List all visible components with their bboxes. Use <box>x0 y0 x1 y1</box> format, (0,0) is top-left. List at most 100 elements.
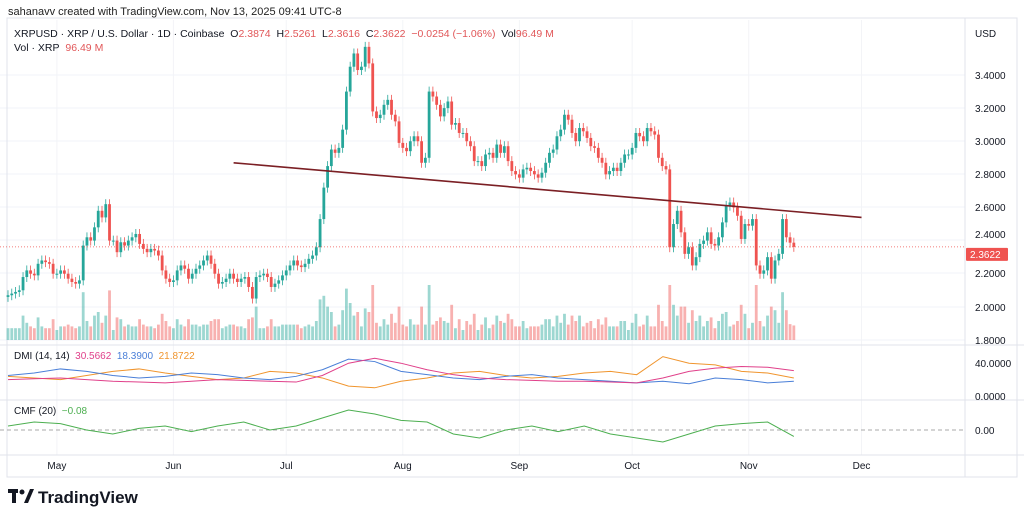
volume-bar <box>484 317 487 340</box>
volume-bar <box>89 326 93 340</box>
volume-bar <box>480 324 484 340</box>
volume-bar <box>713 328 717 340</box>
candle <box>724 205 728 223</box>
volume-bar <box>472 313 476 340</box>
volume-bar <box>179 324 183 340</box>
candle <box>123 242 126 246</box>
volume-label[interactable]: Vol · XRP <box>14 42 60 54</box>
candle <box>660 157 664 167</box>
volume-bar <box>615 326 619 340</box>
candle <box>408 141 412 152</box>
volume-bar <box>262 328 266 340</box>
candle <box>220 282 224 284</box>
volume-bar <box>258 328 262 340</box>
volume-bar <box>311 326 314 340</box>
volume-bar <box>303 326 307 340</box>
candle <box>544 162 548 173</box>
candle <box>168 278 172 282</box>
candle <box>254 277 258 299</box>
volume-bar <box>217 319 220 340</box>
volume-bar <box>604 317 608 340</box>
candle <box>179 265 183 271</box>
volume-bar <box>687 322 690 340</box>
currency-label[interactable]: USD <box>975 29 997 40</box>
volume-bar <box>608 326 611 340</box>
volume-bar <box>574 321 578 340</box>
adx-value: 30.5662 <box>75 351 112 362</box>
candle <box>739 215 743 239</box>
candle <box>623 154 627 163</box>
candle <box>251 286 254 299</box>
candle <box>548 152 551 163</box>
volume-bar <box>47 328 51 340</box>
volume-bar <box>100 322 104 340</box>
volume-bar <box>420 306 423 340</box>
candle <box>480 161 484 167</box>
volume-bar <box>78 326 81 340</box>
volume-bar <box>299 328 303 340</box>
volume-bar <box>457 319 461 340</box>
volume-bar <box>788 324 792 340</box>
candle <box>47 262 51 264</box>
volume-bar <box>431 324 435 340</box>
cmf-label[interactable]: CMF (20) <box>14 406 57 417</box>
dmi-label[interactable]: DMI (14, 14) <box>14 351 70 362</box>
candle <box>74 282 78 284</box>
candle <box>130 237 134 241</box>
candle <box>6 295 10 297</box>
volume-bar <box>762 326 766 340</box>
volume-bar <box>40 326 44 340</box>
minus-di-line <box>7 356 794 389</box>
volume-bar <box>360 326 363 340</box>
volume-bar <box>220 328 224 340</box>
symbol-title[interactable]: XRPUSD · XRP / U.S. Dollar · 1D · Coinba… <box>14 28 225 40</box>
candle <box>743 224 747 239</box>
candle <box>736 207 739 216</box>
candle <box>540 172 544 178</box>
volume-bar <box>29 326 32 340</box>
volume-bar <box>145 326 149 340</box>
candle <box>672 224 675 248</box>
candle <box>100 210 104 218</box>
candle <box>758 265 762 274</box>
candle <box>360 66 363 71</box>
volume-bar <box>664 326 668 340</box>
candle <box>397 121 401 143</box>
volume-bar <box>74 328 78 340</box>
candle <box>510 161 514 172</box>
volume-bar <box>521 321 525 340</box>
volume-bar <box>506 313 510 340</box>
volume-bar <box>544 319 548 340</box>
candle <box>502 146 506 153</box>
candle <box>314 247 318 256</box>
candle <box>108 204 111 241</box>
candle <box>517 174 521 178</box>
candle <box>375 111 378 119</box>
candle <box>25 270 29 278</box>
candle <box>721 222 724 238</box>
volume-bar <box>356 312 360 340</box>
candle <box>435 96 439 105</box>
last-price-label: 2.3622 <box>970 250 1001 261</box>
candle <box>40 260 44 264</box>
time-axis-label: Aug <box>394 461 412 472</box>
candle <box>32 273 36 276</box>
volume-bar <box>536 326 540 340</box>
volume-bar <box>721 313 724 340</box>
candle <box>55 273 59 275</box>
price-axis-label: 3.4000 <box>975 71 1006 82</box>
volume-bar <box>111 330 115 340</box>
candle <box>484 154 487 167</box>
candle <box>164 270 168 279</box>
candle <box>698 243 702 258</box>
candle <box>205 255 209 261</box>
volume-bar <box>307 324 311 340</box>
candle <box>495 144 499 158</box>
volume-bar <box>198 326 202 340</box>
volume-bar <box>495 315 499 340</box>
volume-bar <box>773 310 777 340</box>
candle <box>228 273 232 279</box>
candle <box>630 147 634 155</box>
volume-bar <box>371 285 375 340</box>
